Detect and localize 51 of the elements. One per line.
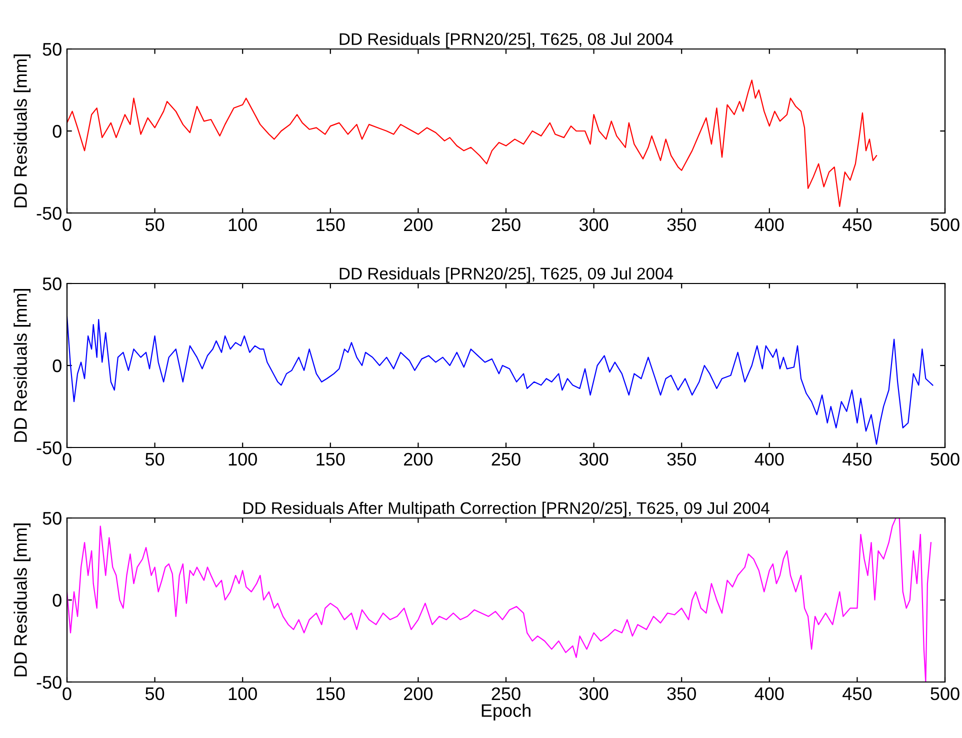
x-tick-label: 50 <box>145 687 164 700</box>
x-tick-label: 400 <box>754 452 784 466</box>
x-tick-label: 300 <box>579 687 608 700</box>
y-axis-title: DD Residuals [mm] <box>14 54 30 208</box>
x-tick-label: 50 <box>145 218 164 232</box>
x-tick-label: 100 <box>228 452 257 466</box>
x-tick-label: 450 <box>842 687 872 700</box>
x-tick-label: 0 <box>62 218 72 232</box>
y-tick-label: 50 <box>42 512 62 525</box>
y-tick-label: -50 <box>36 441 62 454</box>
x-tick-label: 350 <box>667 687 696 700</box>
x-tick-label: 500 <box>930 218 960 232</box>
y-tick-label: 50 <box>42 277 62 290</box>
chart-title: DD Residuals After Multipath Correction [PRN20/25], T625, 09 Jul 2004 <box>244 502 770 518</box>
x-tick-label: 250 <box>492 687 520 700</box>
x-tick-label: 200 <box>404 687 433 700</box>
x-tick-label: 300 <box>579 218 608 232</box>
x-tick-label: 250 <box>492 452 520 466</box>
line-series <box>67 518 932 682</box>
x-tick-label: 200 <box>404 452 433 466</box>
x-tick-label: 350 <box>667 452 696 466</box>
x-tick-label: 350 <box>667 218 696 232</box>
x-tick-label: 400 <box>754 218 784 232</box>
chart-title: DD Residuals [PRN20/25], T625, 09 Jul 2004 <box>340 267 674 283</box>
y-axis-title: DD Residuals [mm] <box>14 524 30 676</box>
y-tick-label: -50 <box>36 206 62 220</box>
x-tick-label: 100 <box>228 687 257 700</box>
x-tick-label: 0 <box>62 687 72 700</box>
x-tick-label: 0 <box>62 452 72 466</box>
x-tick-label: 450 <box>842 452 872 466</box>
x-tick-label: 200 <box>404 218 433 232</box>
x-tick-label: 450 <box>842 218 872 232</box>
x-tick-label: 150 <box>316 452 345 466</box>
y-tick-label: -50 <box>36 676 62 689</box>
chart-title: DD Residuals [PRN20/25], T625, 08 Jul 2004 <box>340 32 674 48</box>
x-tick-label: 150 <box>316 218 345 232</box>
x-tick-label: 400 <box>754 687 784 700</box>
x-tick-label: 150 <box>316 687 345 700</box>
x-tick-label: 250 <box>492 218 520 232</box>
y-tick-label: 50 <box>42 42 62 56</box>
x-tick-label: 100 <box>228 218 257 232</box>
y-tick-label: 0 <box>52 594 62 607</box>
x-axis-title: Epoch <box>482 704 530 721</box>
y-tick-label: 0 <box>52 124 62 138</box>
line-series <box>67 80 878 207</box>
x-tick-label: 300 <box>579 452 608 466</box>
x-tick-label: 500 <box>930 687 960 700</box>
y-axis-title: DD Residuals [mm] <box>14 289 30 442</box>
x-tick-label: 500 <box>930 452 960 466</box>
y-tick-label: 0 <box>52 359 62 372</box>
x-tick-label: 50 <box>145 452 164 466</box>
